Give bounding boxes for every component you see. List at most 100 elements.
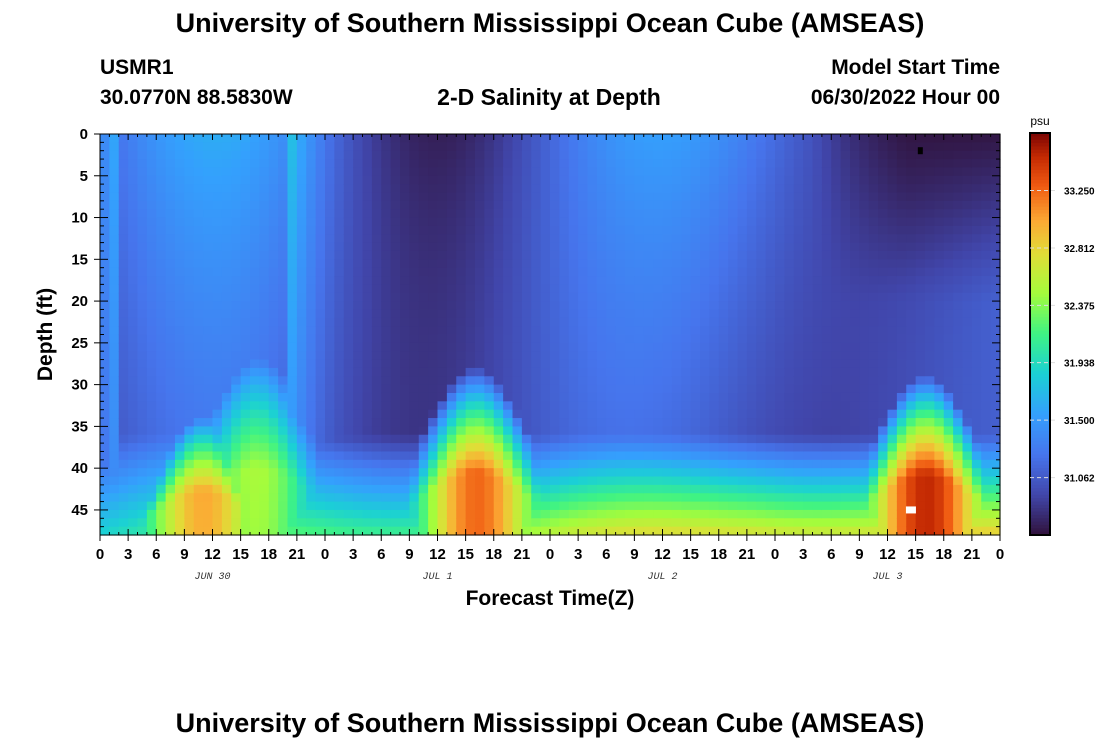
heatmap-cell <box>568 209 579 219</box>
heatmap-cell <box>184 401 195 411</box>
heatmap-cell <box>840 217 851 227</box>
heatmap-cell <box>353 159 364 169</box>
heatmap-cell <box>962 184 973 194</box>
heatmap-cell <box>146 134 157 143</box>
heatmap-cell <box>128 443 139 453</box>
heatmap-cell <box>175 426 185 436</box>
heatmap-cell <box>953 234 964 244</box>
heatmap-cell <box>775 526 785 536</box>
heatmap-cell <box>287 134 298 143</box>
heatmap-cell <box>550 167 560 177</box>
heatmap-cell <box>840 384 851 394</box>
markers <box>905 147 923 514</box>
heatmap-cell <box>390 384 401 394</box>
heatmap-cell <box>606 518 617 528</box>
heatmap-cell <box>512 468 523 478</box>
heatmap-cell <box>343 309 354 319</box>
heatmap-cell <box>343 184 354 194</box>
heatmap-cell <box>381 426 392 436</box>
heatmap-cell <box>465 175 476 185</box>
heatmap-cell <box>362 142 373 152</box>
heatmap-cell <box>137 418 148 427</box>
heatmap-cell <box>634 351 645 361</box>
heatmap-cell <box>418 334 429 344</box>
heatmap-cell <box>859 518 870 528</box>
heatmap-cell <box>887 159 898 169</box>
heatmap-cell <box>662 267 673 277</box>
heatmap-cell <box>362 326 373 336</box>
heatmap-cell <box>803 242 814 252</box>
heatmap-cell <box>896 509 907 519</box>
heatmap-cell <box>840 367 851 377</box>
heatmap-cell <box>700 175 710 185</box>
heatmap-cell <box>100 192 110 202</box>
heatmap-cell <box>615 326 626 336</box>
heatmap-cell <box>278 175 289 185</box>
heatmap-cell <box>371 484 382 494</box>
heatmap-cell <box>681 334 692 344</box>
heatmap-cell <box>531 409 542 419</box>
heatmap-cell <box>446 501 457 511</box>
heatmap-cell <box>812 317 823 327</box>
heatmap-cell <box>746 468 757 478</box>
heatmap-cell <box>278 418 289 427</box>
heatmap-cell <box>521 250 532 260</box>
heatmap-cell <box>671 443 682 453</box>
heatmap-cell <box>906 401 917 411</box>
heatmap-cell <box>540 284 551 294</box>
heatmap-cell <box>165 175 176 185</box>
heatmap-cell <box>381 384 392 394</box>
heatmap-cell <box>484 459 495 469</box>
heatmap-cell <box>746 426 757 436</box>
heatmap-cell <box>578 142 589 152</box>
heatmap-cell <box>503 292 514 302</box>
heatmap-cell <box>775 175 785 185</box>
heatmap-cell <box>221 209 232 219</box>
heatmap-cell <box>475 484 485 494</box>
heatmap-cell <box>118 409 129 419</box>
heatmap-cell <box>165 351 176 361</box>
heatmap-cell <box>362 518 373 528</box>
heatmap-cell <box>165 292 176 302</box>
heatmap-cell <box>390 175 401 185</box>
heatmap-cell <box>493 250 504 260</box>
heatmap-cell <box>203 367 214 377</box>
heatmap-cell <box>971 309 982 319</box>
heatmap-cell <box>821 292 832 302</box>
heatmap-cell <box>746 443 757 453</box>
heatmap-cell <box>446 459 457 469</box>
heatmap-cell <box>681 401 692 411</box>
heatmap-cell <box>831 392 842 402</box>
heatmap-cell <box>371 267 382 277</box>
heatmap-cell <box>831 526 842 536</box>
heatmap-cell <box>128 518 139 528</box>
heatmap-cell <box>503 150 514 160</box>
heatmap-cell <box>821 192 832 202</box>
heatmap-cell <box>156 376 167 386</box>
heatmap-cell <box>840 284 851 294</box>
heatmap-cell <box>512 518 523 528</box>
heatmap-cell <box>793 518 804 528</box>
heatmap-cell <box>465 434 476 444</box>
heatmap-cell <box>240 267 251 277</box>
heatmap-cell <box>662 418 673 427</box>
heatmap-cell <box>175 443 185 453</box>
heatmap-cell <box>156 234 167 244</box>
heatmap-cell <box>278 334 289 344</box>
heatmap-cell <box>268 342 279 352</box>
heatmap-cell <box>812 409 823 419</box>
heatmap-cell <box>475 409 485 419</box>
heatmap-cell <box>859 392 870 402</box>
heatmap-cell <box>981 443 992 453</box>
heatmap-cell <box>943 192 954 202</box>
heatmap-cell <box>793 292 804 302</box>
heatmap-cell <box>390 518 401 528</box>
heatmap-cell <box>878 518 889 528</box>
heatmap-cell <box>231 443 242 453</box>
heatmap-cell <box>756 359 767 369</box>
heatmap-cell <box>559 359 570 369</box>
heatmap-cell <box>906 209 917 219</box>
heatmap-cell <box>325 142 335 152</box>
heatmap-cell <box>343 501 354 511</box>
heatmap-cell <box>868 359 879 369</box>
